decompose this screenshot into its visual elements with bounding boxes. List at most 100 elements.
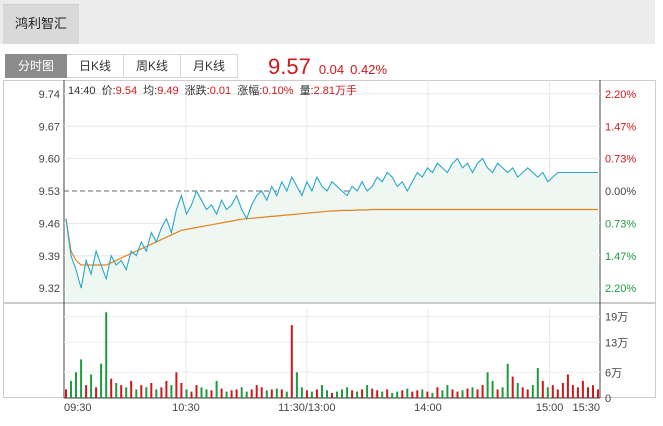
tab-monthly-k[interactable]: 月K线 bbox=[181, 54, 239, 78]
y-tick-label: 9.60 bbox=[39, 154, 60, 166]
volume-bar bbox=[85, 385, 88, 398]
volume-bar bbox=[421, 389, 424, 398]
info-price: 9.54 bbox=[116, 85, 137, 97]
volume-bar bbox=[135, 389, 138, 398]
volume-bar bbox=[571, 385, 574, 398]
avg-price-line bbox=[65, 208, 598, 266]
volume-bar bbox=[185, 389, 188, 398]
volume-bar bbox=[566, 374, 569, 398]
volume-bar bbox=[516, 383, 519, 398]
volume-bar bbox=[120, 385, 123, 398]
volume-bar bbox=[381, 391, 384, 398]
volume-bar bbox=[220, 388, 223, 398]
volume-bar bbox=[70, 380, 72, 398]
x-tick-label: 11:30/13:00 bbox=[278, 402, 335, 414]
volume-bar bbox=[446, 385, 449, 398]
price-area bbox=[66, 158, 598, 302]
tab-intraday[interactable]: 分时图 bbox=[5, 54, 68, 78]
price-change-percent: 0.42% bbox=[350, 62, 388, 77]
volume-bar bbox=[255, 385, 258, 398]
chart-tabs: 分时图 日K线 周K线 月K线 bbox=[5, 54, 239, 78]
volume-bar bbox=[396, 391, 399, 398]
info-avg-label: 均: bbox=[143, 84, 157, 97]
volume-bar bbox=[125, 387, 128, 398]
price-line bbox=[65, 157, 598, 289]
volume-bar bbox=[597, 389, 599, 398]
volume-bar bbox=[300, 387, 303, 398]
volume-bar bbox=[451, 389, 454, 398]
volume-bar bbox=[541, 380, 544, 398]
volume-bar bbox=[506, 363, 509, 398]
x-tick-label: 15:00 bbox=[536, 402, 564, 414]
volume-bar bbox=[280, 389, 283, 398]
volume-bar bbox=[561, 383, 564, 398]
volume-bar bbox=[341, 389, 343, 398]
volume-bar bbox=[346, 387, 349, 398]
volume-bar bbox=[115, 383, 118, 398]
y-tick-label: 9.67 bbox=[39, 121, 60, 133]
y-tick-label-pct: 2.20% bbox=[605, 89, 636, 101]
volume-bar bbox=[361, 389, 364, 398]
volume-bar bbox=[416, 390, 419, 398]
volume-bar bbox=[195, 385, 198, 398]
tab-weekly-k[interactable]: 周K线 bbox=[124, 54, 182, 78]
volume-bar bbox=[521, 387, 524, 398]
title-bar: 鸿利智汇 bbox=[0, 0, 655, 44]
y-tick-label-pct: 1.47% bbox=[605, 251, 636, 263]
volume-bar bbox=[511, 376, 514, 398]
vol-tick-label: 6万 bbox=[605, 367, 622, 379]
y-tick-label: 9.46 bbox=[39, 218, 60, 230]
volume-bar bbox=[461, 390, 464, 398]
volume-bar bbox=[336, 391, 338, 398]
y-tick-label: 9.32 bbox=[39, 283, 60, 295]
volume-bar bbox=[526, 389, 529, 398]
vol-tick-label: 19万 bbox=[605, 312, 628, 324]
volume-bar bbox=[305, 390, 308, 398]
volume-bar bbox=[371, 388, 374, 398]
volume-bar bbox=[366, 385, 369, 398]
volume-bar bbox=[331, 392, 333, 398]
volume-bar bbox=[356, 391, 359, 398]
info-vol-label: 量: bbox=[300, 84, 314, 97]
volume-bar bbox=[581, 380, 584, 398]
volume-bar bbox=[546, 387, 549, 398]
vol-tick-label: 0 bbox=[605, 393, 611, 405]
volume-bar bbox=[501, 387, 504, 398]
volume-bar bbox=[175, 372, 178, 398]
volume-bar bbox=[441, 390, 444, 398]
stock-name-tab[interactable]: 鸿利智汇 bbox=[3, 4, 79, 44]
intraday-chart: 14:40 价:9.54 均:9.49 涨跌:0.01 涨幅:0.10% 量:2… bbox=[3, 80, 656, 414]
x-tick-label: 14:00 bbox=[414, 402, 442, 414]
y-tick-label-pct: 0.73% bbox=[605, 218, 636, 230]
volume-bar bbox=[531, 385, 534, 398]
info-avg: 9.49 bbox=[157, 85, 178, 97]
volume-bar bbox=[260, 387, 263, 398]
volume-bar bbox=[170, 385, 173, 398]
volume-bar bbox=[110, 378, 113, 398]
volume-bar bbox=[587, 387, 589, 398]
y-tick-label: 9.53 bbox=[39, 186, 60, 198]
volume-bar bbox=[476, 389, 479, 398]
volume-bar bbox=[155, 389, 158, 398]
volume-bar bbox=[140, 385, 143, 398]
y-tick-label-pct: 0.73% bbox=[605, 154, 636, 166]
volume-bar bbox=[90, 374, 93, 398]
info-price-label: 价: bbox=[102, 84, 116, 97]
volume-bar bbox=[215, 380, 218, 398]
price-panel-border bbox=[3, 80, 656, 303]
volume-bar bbox=[536, 368, 539, 398]
volume-bar bbox=[105, 312, 108, 398]
volume-bar bbox=[411, 391, 414, 398]
tab-daily-k[interactable]: 日K线 bbox=[67, 54, 125, 78]
y-tick-label-pct: 1.47% bbox=[605, 121, 636, 133]
volume-bar bbox=[351, 390, 354, 398]
volume-bar bbox=[401, 390, 404, 398]
volume-bar bbox=[491, 380, 494, 398]
volume-bar bbox=[406, 388, 409, 398]
volume-bar bbox=[431, 392, 434, 398]
volume-bar bbox=[245, 391, 248, 398]
info-vol: 2.81万手 bbox=[314, 83, 357, 97]
volume-bar bbox=[180, 383, 183, 398]
volume-bar bbox=[486, 372, 489, 398]
volume-bar bbox=[145, 387, 148, 398]
